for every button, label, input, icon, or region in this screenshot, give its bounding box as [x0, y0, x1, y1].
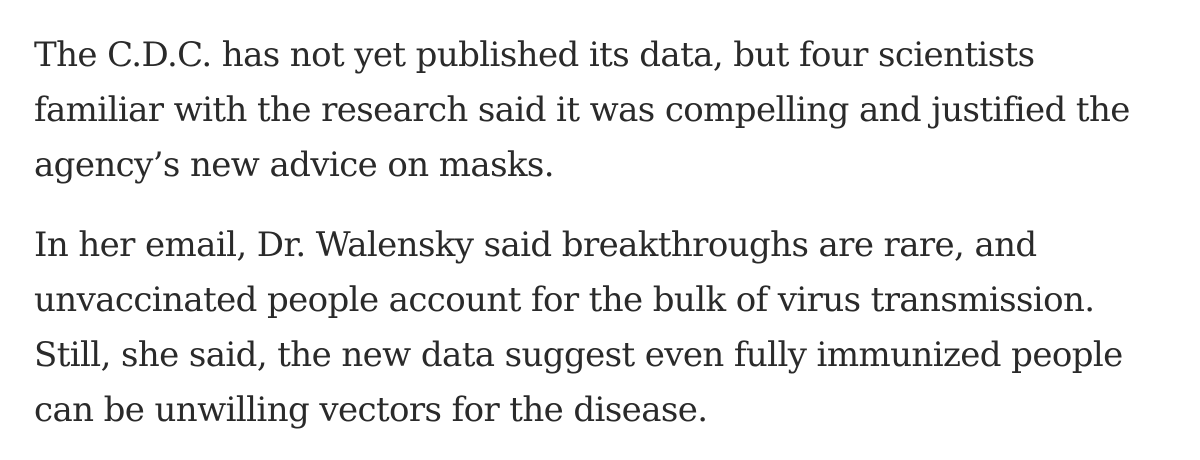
paragraph-2-line-3: Still, she said, the new data suggest ev…: [34, 335, 1123, 375]
paragraph-2-line-1: In her email, Dr. Walensky said breakthr…: [34, 225, 1037, 265]
paragraph-2-line-4: can be unwilling vectors for the disease…: [34, 390, 708, 430]
article-body: The C.D.C. has not yet published its dat…: [34, 28, 1174, 438]
article-paragraph-2: In her email, Dr. Walensky said breakthr…: [34, 218, 1174, 438]
paragraph-1-line-3: agency’s new advice on masks.: [34, 145, 555, 185]
article-paragraph-1: The C.D.C. has not yet published its dat…: [34, 28, 1174, 193]
paragraph-1-line-2: familiar with the research said it was c…: [34, 90, 1130, 130]
paragraph-2-line-2: unvaccinated people account for the bulk…: [34, 280, 1095, 320]
paragraph-1-line-1: The C.D.C. has not yet published its dat…: [34, 35, 1035, 75]
